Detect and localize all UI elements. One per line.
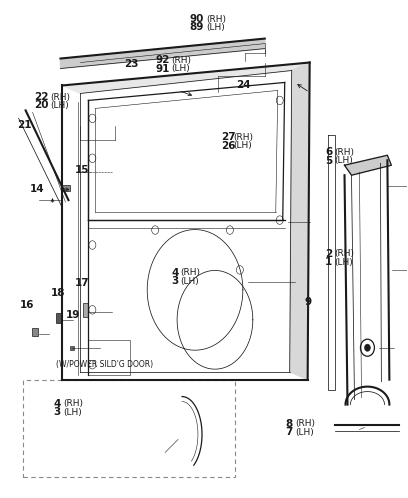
Polygon shape: [290, 63, 310, 379]
Text: (LH): (LH): [51, 101, 69, 110]
Circle shape: [364, 344, 370, 352]
Text: 9: 9: [305, 297, 312, 307]
Bar: [32, 328, 38, 336]
Text: 24: 24: [237, 80, 251, 90]
Text: 15: 15: [75, 164, 89, 174]
Text: 17: 17: [75, 278, 89, 288]
Text: 1: 1: [325, 257, 333, 267]
Text: 92: 92: [155, 55, 169, 65]
Text: 20: 20: [34, 101, 49, 111]
Bar: [22, 379, 235, 478]
Text: 21: 21: [17, 120, 31, 130]
Bar: [62, 185, 71, 191]
Text: (LH): (LH): [206, 22, 225, 31]
Text: 4: 4: [53, 399, 61, 409]
Text: 23: 23: [124, 59, 139, 69]
Text: (RH): (RH): [295, 419, 315, 428]
Text: 2: 2: [325, 249, 333, 259]
Text: 91: 91: [155, 64, 169, 74]
Text: 22: 22: [34, 92, 49, 102]
Text: (LH): (LH): [334, 156, 353, 165]
Text: (RH): (RH): [334, 148, 354, 157]
Text: (LH): (LH): [171, 64, 190, 73]
Text: 7: 7: [285, 427, 293, 437]
Text: 8: 8: [285, 419, 293, 429]
Text: 16: 16: [20, 300, 34, 310]
Text: (RH): (RH): [206, 14, 226, 23]
Text: (LH): (LH): [334, 258, 353, 267]
Text: (RH): (RH): [63, 399, 83, 408]
Text: (LH): (LH): [295, 428, 314, 437]
Text: 4: 4: [171, 268, 178, 278]
Text: 26: 26: [222, 141, 236, 151]
Bar: [56, 313, 61, 323]
Polygon shape: [62, 63, 310, 94]
Text: (RH): (RH): [171, 56, 191, 65]
Polygon shape: [60, 38, 265, 69]
Text: (RH): (RH): [180, 268, 200, 277]
Text: 27: 27: [222, 132, 236, 142]
Text: 14: 14: [30, 184, 44, 194]
Text: 90: 90: [190, 14, 204, 24]
Text: 18: 18: [51, 288, 66, 298]
Text: (LH): (LH): [233, 141, 252, 150]
Text: (LH): (LH): [180, 277, 199, 286]
Text: 5: 5: [325, 155, 333, 166]
Text: (W/POWER SILD'G DOOR): (W/POWER SILD'G DOOR): [56, 360, 153, 369]
Text: 3: 3: [171, 276, 178, 286]
Text: 3: 3: [53, 407, 61, 417]
Text: (RH): (RH): [334, 249, 354, 258]
Text: 89: 89: [190, 22, 204, 32]
Text: (RH): (RH): [233, 133, 253, 142]
Text: (LH): (LH): [63, 408, 82, 417]
Text: 19: 19: [66, 310, 80, 320]
Polygon shape: [344, 155, 391, 175]
Text: (RH): (RH): [51, 93, 71, 102]
Bar: [82, 303, 88, 317]
Text: 6: 6: [325, 147, 333, 157]
